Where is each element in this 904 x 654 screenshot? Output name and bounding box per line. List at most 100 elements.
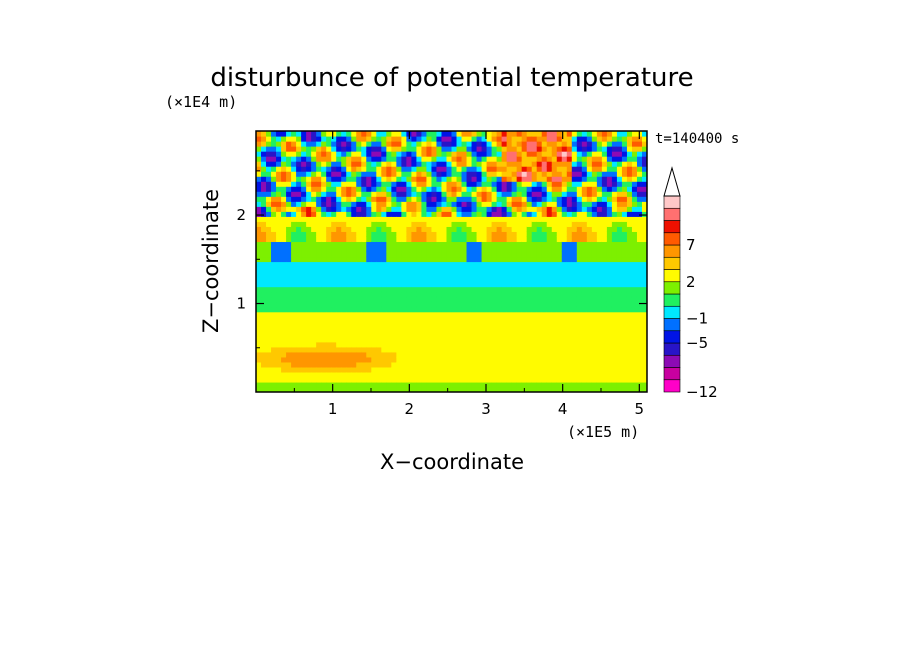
field-cell bbox=[256, 301, 262, 308]
field-cell bbox=[526, 216, 533, 222]
field-cell bbox=[336, 381, 342, 388]
field-cell bbox=[621, 226, 628, 232]
field-cell bbox=[276, 131, 282, 137]
field-cell bbox=[411, 156, 418, 162]
field-cell bbox=[361, 146, 367, 152]
field-cell bbox=[386, 226, 392, 232]
field-cell bbox=[531, 376, 538, 383]
field-cell bbox=[616, 166, 623, 172]
field-cell bbox=[491, 271, 498, 278]
field-cell bbox=[541, 356, 548, 363]
field-cell bbox=[541, 231, 548, 238]
field-cell bbox=[471, 196, 478, 202]
field-cell bbox=[356, 221, 362, 227]
field-cell bbox=[476, 331, 483, 338]
field-cell bbox=[576, 271, 583, 278]
field-cell bbox=[276, 176, 282, 182]
field-cell bbox=[396, 371, 402, 378]
field-cell bbox=[501, 131, 508, 137]
field-cell bbox=[346, 306, 352, 313]
field-cell bbox=[331, 381, 337, 388]
field-cell bbox=[326, 341, 332, 348]
field-cell bbox=[401, 226, 407, 232]
field-cell bbox=[406, 276, 412, 283]
field-cell bbox=[351, 151, 357, 157]
field-cell bbox=[481, 321, 488, 328]
field-cell bbox=[506, 131, 513, 137]
field-cell bbox=[411, 181, 418, 187]
field-cell bbox=[461, 166, 468, 172]
field-cell bbox=[371, 291, 377, 298]
field-cell bbox=[341, 246, 347, 253]
field-cell bbox=[411, 326, 418, 333]
field-cell bbox=[571, 161, 578, 167]
field-cell bbox=[456, 166, 463, 172]
field-cell bbox=[276, 231, 282, 238]
field-cell bbox=[536, 196, 543, 202]
field-cell bbox=[381, 261, 387, 268]
field-cell bbox=[446, 286, 453, 293]
field-cell bbox=[396, 256, 402, 263]
field-cell bbox=[406, 221, 412, 227]
field-cell bbox=[316, 256, 322, 263]
field-cell bbox=[256, 211, 262, 217]
field-cell bbox=[566, 161, 573, 167]
field-cell bbox=[601, 251, 608, 258]
field-cell bbox=[566, 141, 573, 147]
field-cell bbox=[526, 211, 533, 217]
field-cell bbox=[466, 221, 473, 227]
field-cell bbox=[321, 196, 327, 202]
field-cell bbox=[581, 151, 588, 157]
field-cell bbox=[556, 281, 563, 288]
field-cell bbox=[501, 171, 508, 177]
field-cell bbox=[606, 316, 613, 323]
field-cell bbox=[641, 351, 647, 358]
field-cell bbox=[561, 271, 568, 278]
field-cell bbox=[321, 321, 327, 328]
field-cell bbox=[316, 186, 322, 192]
field-cell bbox=[486, 131, 493, 137]
field-cell bbox=[586, 131, 593, 137]
field-cell bbox=[346, 316, 352, 323]
field-cell bbox=[641, 201, 647, 207]
field-cell bbox=[261, 381, 267, 388]
field-cell bbox=[541, 306, 548, 313]
field-cell bbox=[256, 386, 262, 392]
field-cell bbox=[351, 351, 357, 358]
field-cell bbox=[521, 326, 528, 333]
field-cell bbox=[446, 161, 453, 167]
field-cell bbox=[296, 306, 302, 313]
field-cell bbox=[606, 381, 613, 388]
field-cell bbox=[476, 321, 483, 328]
field-cell bbox=[636, 266, 643, 273]
field-cell bbox=[386, 271, 392, 278]
field-cell bbox=[551, 361, 558, 368]
field-cell bbox=[456, 191, 463, 197]
field-cell bbox=[286, 271, 292, 278]
field-cell bbox=[471, 366, 478, 373]
field-cell bbox=[531, 206, 538, 212]
field-cell bbox=[331, 291, 337, 298]
field-cell bbox=[451, 211, 458, 217]
field-cell bbox=[326, 186, 332, 192]
field-cell bbox=[521, 166, 528, 172]
field-cell bbox=[636, 316, 643, 323]
field-cell bbox=[616, 151, 623, 157]
field-cell bbox=[316, 201, 322, 207]
field-cell bbox=[331, 276, 337, 283]
field-cell bbox=[561, 286, 568, 293]
field-cell bbox=[521, 216, 528, 222]
field-cell bbox=[361, 131, 367, 137]
field-cell bbox=[591, 331, 598, 338]
field-cell bbox=[606, 151, 613, 157]
field-cell bbox=[416, 251, 423, 258]
field-cell bbox=[271, 316, 277, 323]
field-cell bbox=[491, 341, 498, 348]
field-cell bbox=[566, 136, 573, 142]
field-cell bbox=[626, 191, 633, 197]
field-cell bbox=[356, 281, 362, 288]
field-cell bbox=[486, 196, 493, 202]
field-cell bbox=[346, 286, 352, 293]
field-cell bbox=[376, 146, 382, 152]
field-cell bbox=[456, 316, 463, 323]
